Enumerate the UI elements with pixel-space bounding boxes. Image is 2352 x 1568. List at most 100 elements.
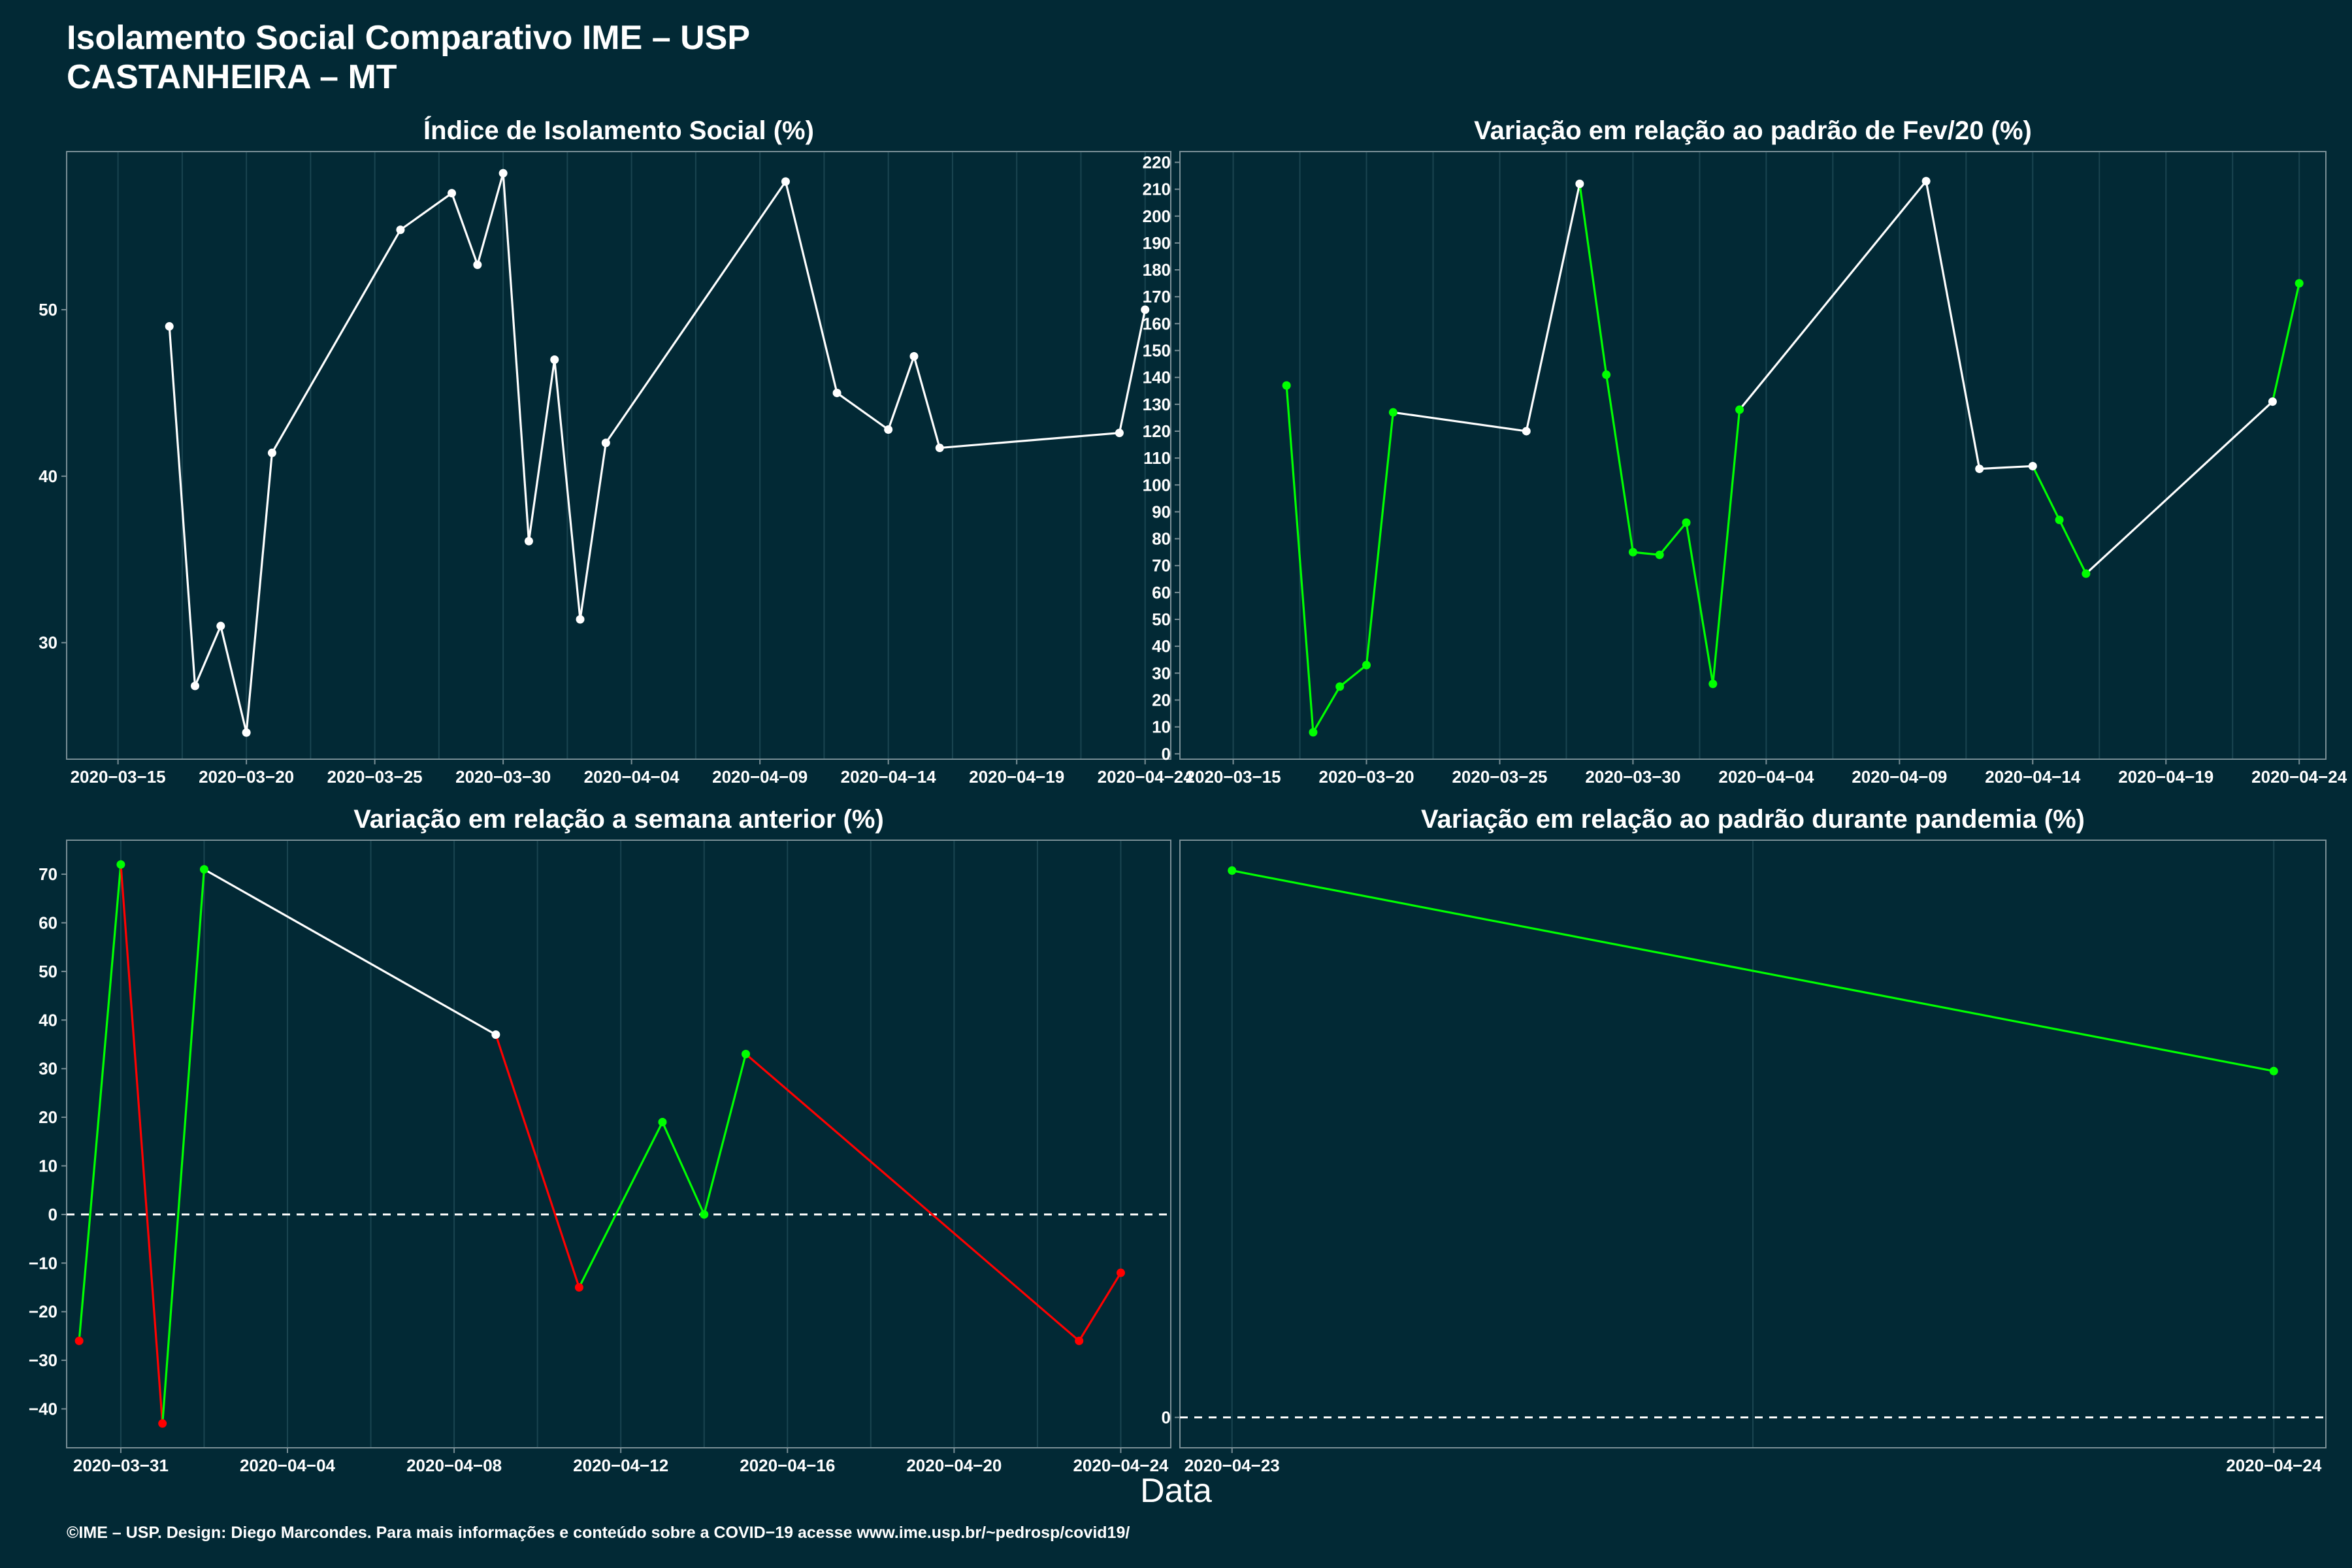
grid bbox=[120, 840, 1122, 1448]
series-segment bbox=[2058, 519, 2087, 574]
x-tick-label: 2020−03−25 bbox=[1452, 767, 1547, 787]
x-tick-label: 2020−04−16 bbox=[740, 1456, 835, 1475]
chart-title: Isolamento Social Comparativo IME – USP bbox=[67, 19, 751, 57]
data-point bbox=[74, 1336, 84, 1345]
data-point bbox=[884, 425, 893, 434]
data-point bbox=[1115, 429, 1124, 438]
series-segment bbox=[1285, 385, 1315, 732]
series-segment bbox=[913, 355, 941, 448]
y-tick-label: 70 bbox=[1152, 556, 1171, 576]
data-point bbox=[576, 615, 585, 624]
data-point bbox=[935, 444, 944, 453]
series-segment bbox=[578, 1121, 664, 1288]
y-tick-label: 30 bbox=[39, 1059, 57, 1079]
y-tick-label: 210 bbox=[1143, 180, 1171, 199]
series-segment bbox=[605, 180, 787, 444]
y-tick-label: 10 bbox=[1152, 717, 1171, 737]
x-tick-label: 2020−04−04 bbox=[584, 767, 680, 787]
plot-frame bbox=[66, 840, 1171, 1448]
data-point bbox=[2269, 1066, 2278, 1075]
series-segment bbox=[451, 193, 479, 265]
y-tick-label: −30 bbox=[29, 1350, 57, 1370]
y-tick-label: 20 bbox=[39, 1107, 57, 1127]
data-point bbox=[242, 728, 251, 737]
series-segment bbox=[887, 355, 915, 431]
series-segment bbox=[168, 326, 197, 687]
x-tick-label: 2020−04−24 bbox=[1073, 1456, 1169, 1475]
y-tick-label: 0 bbox=[48, 1205, 57, 1224]
data-point bbox=[448, 189, 457, 198]
x-tick-label: 2020−04−24 bbox=[2226, 1456, 2322, 1475]
y-tick-label: 0 bbox=[1162, 744, 1171, 764]
series-segment bbox=[745, 1053, 1080, 1342]
series-segment bbox=[939, 432, 1120, 449]
series-segment bbox=[1232, 869, 2274, 1072]
data-point bbox=[1628, 547, 1637, 557]
panel-title: Variação em relação ao padrão de Fev/20 … bbox=[1474, 116, 2032, 145]
data-point bbox=[909, 351, 919, 361]
series-segment bbox=[476, 172, 504, 265]
series-segment bbox=[703, 1053, 747, 1215]
x-tick-label: 2020−03−15 bbox=[71, 767, 166, 787]
series-segment bbox=[1525, 184, 1581, 432]
x-tick-label: 2020−03−31 bbox=[73, 1456, 169, 1475]
y-tick-label: 100 bbox=[1143, 475, 1171, 495]
series-lines bbox=[1285, 180, 2300, 733]
x-tick-label: 2020−03−20 bbox=[1319, 767, 1414, 787]
series-segment bbox=[1658, 521, 1688, 556]
data-point bbox=[199, 865, 208, 874]
data-point bbox=[216, 621, 225, 630]
series-segment bbox=[502, 173, 531, 542]
y-tick-label: 170 bbox=[1143, 287, 1171, 306]
series-points bbox=[1228, 866, 2278, 1075]
data-point bbox=[1309, 728, 1318, 737]
y-tick-label: 140 bbox=[1143, 368, 1171, 387]
data-point bbox=[1388, 408, 1397, 417]
data-point bbox=[2295, 279, 2304, 288]
data-point bbox=[1335, 682, 1345, 691]
series-segment bbox=[2085, 400, 2274, 575]
series-segment bbox=[203, 868, 497, 1036]
series-segment bbox=[1979, 465, 2033, 470]
x-tick-label: 2020−03−20 bbox=[199, 767, 294, 787]
x-tick-label: 2020−04−12 bbox=[573, 1456, 668, 1475]
data-point bbox=[1682, 518, 1691, 527]
plot-frame bbox=[1179, 840, 2327, 1448]
series-lines bbox=[168, 172, 1147, 733]
y-tick-label: 180 bbox=[1143, 260, 1171, 280]
y-tick-label: 130 bbox=[1143, 395, 1171, 414]
series-segment bbox=[2031, 465, 2061, 521]
data-point bbox=[2082, 569, 2091, 578]
data-point bbox=[1575, 179, 1584, 188]
data-point bbox=[267, 448, 276, 457]
y-tick-label: 80 bbox=[1152, 529, 1171, 549]
series-segment bbox=[1339, 664, 1367, 688]
x-tick-label: 2020−04−19 bbox=[2118, 767, 2213, 787]
y-tick-label: −40 bbox=[29, 1399, 57, 1418]
x-tick-label: 2020−04−23 bbox=[1184, 1456, 1280, 1475]
y-tick-label: 40 bbox=[1152, 636, 1171, 656]
x-tick-label: 2020−03−30 bbox=[455, 767, 551, 787]
y-tick-label: 30 bbox=[1152, 663, 1171, 683]
y-tick-label: 110 bbox=[1143, 448, 1171, 468]
series-segment bbox=[2271, 283, 2300, 402]
series-segment bbox=[495, 1034, 580, 1288]
data-point bbox=[165, 322, 174, 331]
series-segment bbox=[400, 192, 453, 231]
data-point bbox=[601, 438, 610, 448]
data-point bbox=[1116, 1268, 1125, 1277]
series-segment bbox=[120, 864, 164, 1424]
y-tick-label: 70 bbox=[39, 864, 57, 884]
y-tick-label: 160 bbox=[1143, 314, 1171, 333]
data-point bbox=[1075, 1336, 1084, 1345]
x-tick-label: 2020−04−14 bbox=[841, 767, 937, 787]
series-segment bbox=[1712, 409, 1741, 684]
series-segment bbox=[836, 392, 889, 431]
data-point bbox=[1362, 661, 1371, 670]
series-segment bbox=[527, 359, 556, 542]
y-tick-label: 150 bbox=[1143, 341, 1171, 361]
series-points bbox=[165, 169, 1150, 737]
series-segment bbox=[1925, 180, 1981, 469]
y-tick-label: −20 bbox=[29, 1302, 57, 1322]
data-point bbox=[550, 355, 559, 364]
